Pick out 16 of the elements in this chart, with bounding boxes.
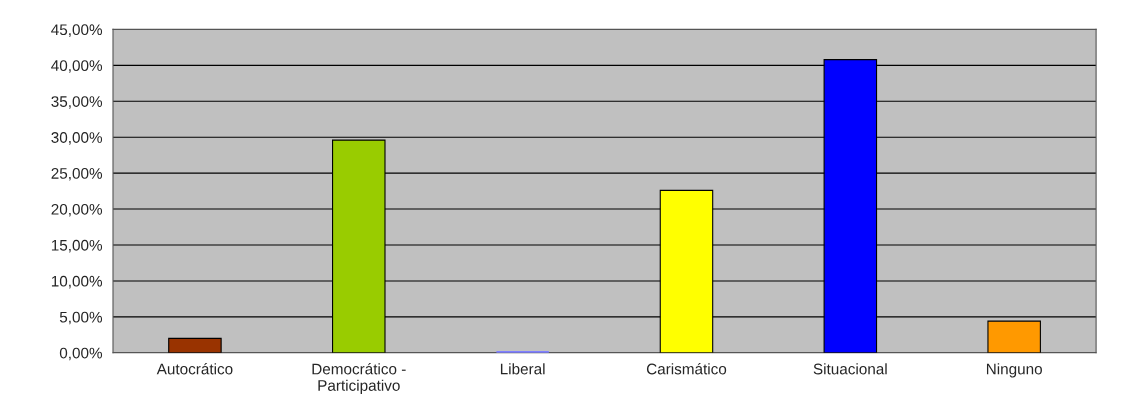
y-tick-label: 35,00% <box>51 96 103 109</box>
x-tick-label: Liberal <box>500 363 545 375</box>
y-tick-label: 40,00% <box>51 60 103 73</box>
y-tick-label: 20,00% <box>51 203 103 217</box>
y-tick-label: 30,00% <box>51 132 103 145</box>
y-tick-label: 15,00% <box>51 239 103 253</box>
x-tick-label: Situacional <box>813 363 887 375</box>
y-tick-label: 10,00% <box>51 275 103 289</box>
x-tick-label: Carismático <box>646 363 727 375</box>
x-tick-label: Ninguno <box>986 363 1042 378</box>
y-tick-label: 45,00% <box>51 24 103 37</box>
y-tick-label: 0,00% <box>59 347 103 361</box>
y-tick-label: 25,00% <box>51 168 103 181</box>
x-tick-label: Democrático - Participativo <box>312 363 406 394</box>
x-tick-label: Autocrático <box>156 363 233 375</box>
y-tick-label: 5,00% <box>59 311 103 325</box>
